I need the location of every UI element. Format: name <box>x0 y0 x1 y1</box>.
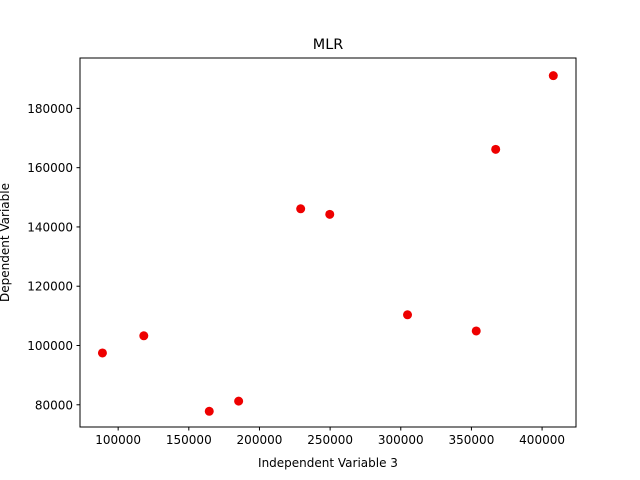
scatter-point <box>325 209 335 219</box>
x-tick-label: 250000 <box>307 433 353 447</box>
x-tick-label: 150000 <box>166 433 212 447</box>
x-tick-label: 350000 <box>449 433 495 447</box>
y-axis-label: Dependent Variable <box>0 183 12 302</box>
y-tick-label: 180000 <box>27 102 73 116</box>
scatter-point <box>471 326 481 336</box>
scatter-point <box>296 204 306 214</box>
x-tick-label: 300000 <box>378 433 424 447</box>
plot-area <box>79 57 577 428</box>
x-tick-label: 100000 <box>95 433 141 447</box>
x-tick-label: 200000 <box>237 433 283 447</box>
y-tick-label: 100000 <box>27 339 73 353</box>
scatter-point <box>204 406 214 416</box>
y-tick-label: 140000 <box>27 220 73 234</box>
scatter-point <box>403 310 413 320</box>
scatter-point <box>234 396 244 406</box>
x-tick-label: 400000 <box>519 433 565 447</box>
y-tick-label: 160000 <box>27 161 73 175</box>
data-points <box>97 71 558 416</box>
scatter-point <box>139 331 149 341</box>
x-axis-label: Independent Variable 3 <box>258 456 398 470</box>
scatter-point <box>491 144 501 154</box>
chart-title: MLR <box>313 37 343 53</box>
axis-ticks: 100000 150000 200000 250000 300000 350000 4000… <box>27 102 565 447</box>
y-tick-label: 80000 <box>35 398 73 412</box>
y-tick-label: 120000 <box>27 280 73 294</box>
scatter-point <box>548 71 558 81</box>
scatter-point <box>97 348 107 358</box>
